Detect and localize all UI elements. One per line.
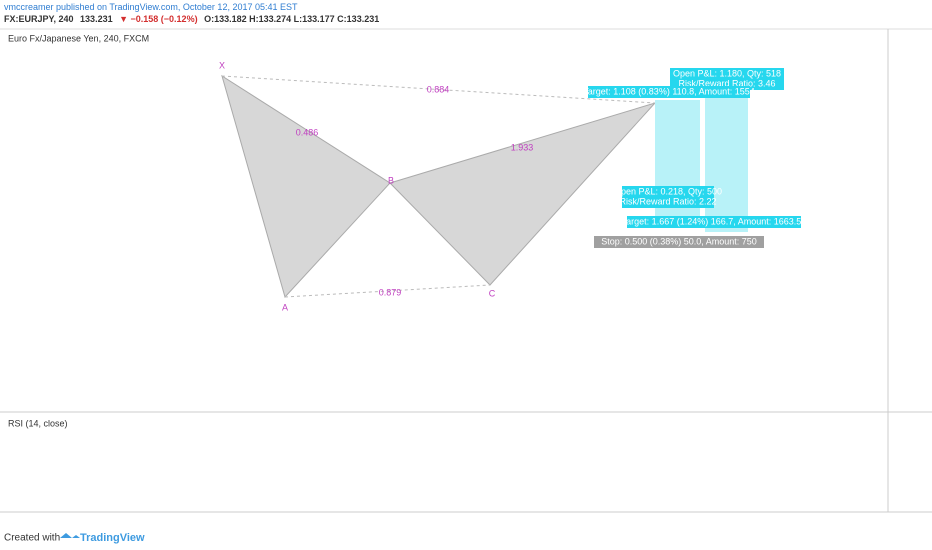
footer-brand: TradingView (80, 532, 145, 544)
ratio-line (284, 284, 491, 298)
pattern-xab (221, 74, 391, 298)
pattern-point: A (282, 302, 288, 312)
position-text: Target: 1.108 (0.83%) 110.8, Amount: 155… (583, 86, 754, 96)
position-text: Risk/Reward Ratio: 3.46 (678, 78, 775, 88)
publisher-text: vmccreamer published on TradingView.com,… (4, 2, 298, 12)
label-box (594, 236, 764, 248)
symbol-line: FX:EURJPY, 240 133.231 ▼ −0.158 (−0.12%)… (4, 14, 379, 24)
ohlc: O:133.182 H:133.274 L:133.177 C:133.231 (204, 14, 379, 24)
label-box (627, 216, 801, 228)
pattern-point: B (388, 175, 394, 185)
pattern-ratio: 0.879 (379, 287, 402, 297)
position-text: Target: 1.667 (1.24%) 166.7, Amount: 166… (622, 216, 807, 226)
publisher: vmccreamer published on TradingView.com,… (4, 2, 298, 12)
last: 133.231 (80, 14, 113, 24)
target-zone (705, 82, 748, 232)
position-text: Stop: 0.500 (0.38%) 50.0, Amount: 750 (601, 236, 757, 246)
position-text: Open P&L: 0.218, Qty: 500 (614, 186, 722, 196)
logo (60, 533, 80, 538)
pattern-ratio: 0.486 (296, 127, 319, 137)
rsi-title: RSI (14, close) (8, 418, 68, 428)
pattern-point: X (219, 60, 225, 70)
ratio-line (221, 75, 656, 104)
pattern-ratio: 1.933 (511, 142, 534, 152)
footer-text: Created with (4, 533, 60, 544)
label-box (588, 86, 750, 98)
label-box (670, 68, 784, 90)
position-text: Open P&L: 1.180, Qty: 518 (673, 68, 781, 78)
pattern-bcd (389, 102, 657, 286)
label-box (622, 186, 714, 208)
position-text: Risk/Reward Ratio: 2.22 (619, 196, 716, 206)
symbol: FX:EURJPY, 240 (4, 14, 74, 24)
pattern-point: C (489, 288, 496, 298)
chart-title: Euro Fx/Japanese Yen, 240, FXCM (8, 33, 149, 43)
change: ▼ −0.158 (−0.12%) (119, 14, 197, 24)
target-zone (655, 100, 700, 228)
pattern-ratio: 0.884 (427, 84, 450, 94)
